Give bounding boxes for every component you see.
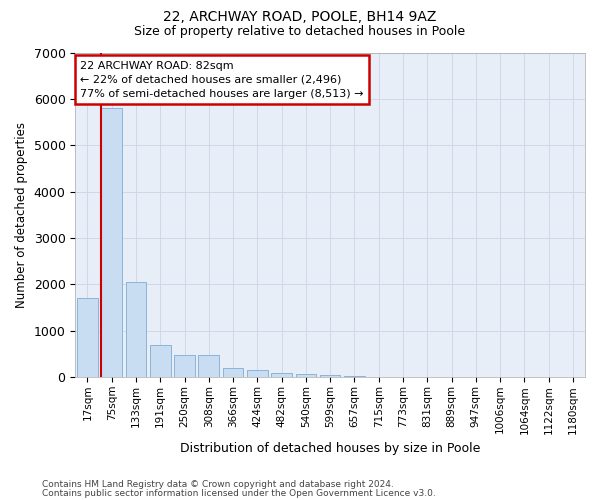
Bar bbox=[344, 376, 365, 378]
Bar bbox=[247, 370, 268, 378]
Y-axis label: Number of detached properties: Number of detached properties bbox=[15, 122, 28, 308]
Bar bbox=[223, 368, 244, 378]
Bar bbox=[296, 374, 316, 378]
Bar bbox=[77, 298, 98, 378]
Text: Contains public sector information licensed under the Open Government Licence v3: Contains public sector information licen… bbox=[42, 488, 436, 498]
Bar bbox=[174, 355, 195, 378]
Bar bbox=[101, 108, 122, 378]
Bar bbox=[320, 375, 340, 378]
Text: Contains HM Land Registry data © Crown copyright and database right 2024.: Contains HM Land Registry data © Crown c… bbox=[42, 480, 394, 489]
Bar bbox=[150, 345, 170, 378]
Text: 22, ARCHWAY ROAD, POOLE, BH14 9AZ: 22, ARCHWAY ROAD, POOLE, BH14 9AZ bbox=[163, 10, 437, 24]
Bar bbox=[125, 282, 146, 378]
Bar bbox=[271, 372, 292, 378]
Text: 22 ARCHWAY ROAD: 82sqm
← 22% of detached houses are smaller (2,496)
77% of semi-: 22 ARCHWAY ROAD: 82sqm ← 22% of detached… bbox=[80, 60, 364, 98]
Bar bbox=[199, 355, 219, 378]
X-axis label: Distribution of detached houses by size in Poole: Distribution of detached houses by size … bbox=[180, 442, 481, 455]
Text: Size of property relative to detached houses in Poole: Size of property relative to detached ho… bbox=[134, 25, 466, 38]
